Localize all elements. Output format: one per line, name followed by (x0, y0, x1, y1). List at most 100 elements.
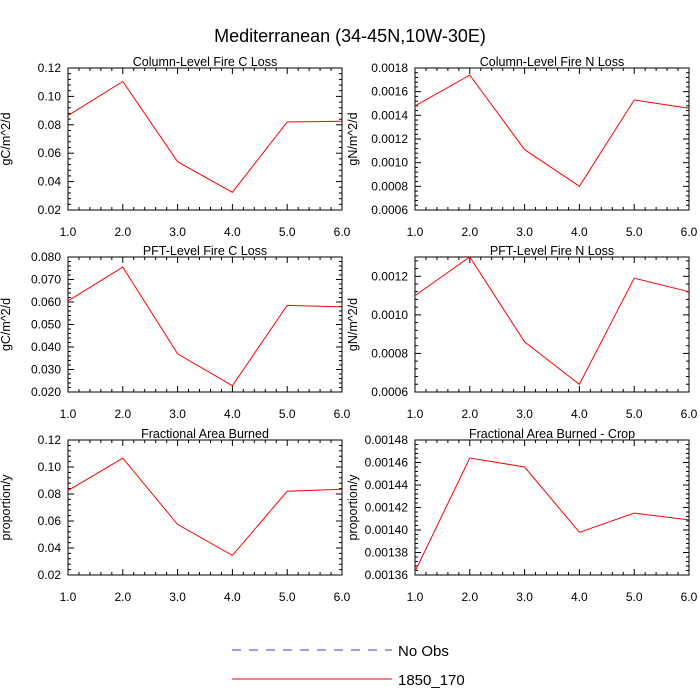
y-tick-label: 0.0012 (371, 132, 408, 146)
plot-frame (67, 256, 343, 393)
panel-title: PFT-Level Fire C Loss (143, 244, 267, 258)
y-tick-label: 0.050 (31, 318, 61, 332)
x-tick-label: 3.0 (516, 407, 533, 421)
y-tick-label: 0.0012 (371, 269, 408, 283)
y-tick-label: 0.12 (38, 61, 62, 75)
x-tick-label: 5.0 (626, 407, 643, 421)
y-axis-label: proportion/y (0, 474, 13, 541)
panels: Column-Level Fire C Loss gC/m^2/d 1.0 2.0 3.… (0, 55, 698, 604)
y-tick-label: 0.080 (31, 250, 61, 264)
series-line-1850_170 (414, 74, 690, 188)
x-tick-label: 6.0 (681, 590, 698, 604)
x-tick-label: 1.0 (60, 590, 77, 604)
series-line-1850_170 (67, 457, 343, 557)
y-tick-label: 0.0010 (371, 156, 408, 170)
y-tick-label: 0.0006 (371, 203, 408, 217)
y-axis-label: gC/m^2/d (0, 298, 13, 351)
plot-frame (67, 439, 343, 576)
x-tick-label: 6.0 (334, 590, 351, 604)
x-tick-label: 5.0 (626, 225, 643, 239)
x-tick-label: 6.0 (334, 225, 351, 239)
x-tick-label: 1.0 (60, 407, 77, 421)
plot-frame (414, 256, 690, 393)
series-line-1850_170 (414, 457, 690, 572)
y-tick-label: 0.04 (38, 541, 62, 555)
y-axis-label: gN/m^2/d (346, 112, 360, 165)
y-tick-label: 0.08 (38, 118, 62, 132)
x-tick-label: 2.0 (114, 590, 131, 604)
panel-title: Fractional Area Burned - Crop (469, 427, 635, 441)
y-tick-label: 0.060 (31, 295, 61, 309)
plot-frame (414, 439, 690, 576)
series-line-1850_170 (414, 256, 690, 386)
panel-title: Column-Level Fire C Loss (133, 55, 278, 69)
series-line-1850_170 (67, 80, 343, 193)
x-tick-label: 3.0 (516, 590, 533, 604)
y-tick-label: 0.070 (31, 273, 61, 287)
legend-label-no-obs: No Obs (398, 643, 449, 660)
chart-panel-4: PFT-Level Fire N Loss gN/m^2/d 1.0 2.0 3.0 4.… (346, 244, 698, 421)
plot-frame (414, 67, 690, 211)
x-tick-label: 3.0 (169, 407, 186, 421)
chart-panel-2: Column-Level Fire N Loss gN/m^2/d 1.0 2.0 3.… (346, 55, 698, 239)
y-tick-label: 0.10 (38, 89, 62, 103)
y-tick-label: 0.06 (38, 146, 62, 160)
y-tick-label: 0.00136 (365, 568, 409, 582)
x-tick-label: 3.0 (169, 225, 186, 239)
x-tick-label: 2.0 (461, 590, 478, 604)
y-axis-label: gC/m^2/d (0, 112, 13, 165)
y-tick-label: 0.0010 (371, 308, 408, 322)
y-tick-label: 0.02 (38, 203, 62, 217)
x-tick-label: 5.0 (279, 225, 296, 239)
x-tick-label: 6.0 (681, 407, 698, 421)
x-tick-label: 5.0 (279, 407, 296, 421)
x-tick-label: 5.0 (626, 590, 643, 604)
y-tick-label: 0.00140 (365, 523, 409, 537)
y-tick-label: 0.0006 (371, 385, 408, 399)
x-tick-label: 1.0 (407, 407, 424, 421)
panel-title: Fractional Area Burned (141, 427, 269, 441)
x-tick-label: 1.0 (60, 225, 77, 239)
y-tick-label: 0.0016 (371, 85, 408, 99)
y-axis-label: gN/m^2/d (346, 298, 360, 351)
y-tick-label: 0.0008 (371, 179, 408, 193)
y-tick-label: 0.10 (38, 460, 62, 474)
x-tick-label: 4.0 (224, 407, 241, 421)
y-axis-label: proportion/y (346, 474, 360, 541)
x-tick-label: 2.0 (114, 407, 131, 421)
legend-label-1850-170: 1850_170 (398, 672, 465, 689)
x-tick-label: 4.0 (571, 590, 588, 604)
x-tick-label: 6.0 (334, 407, 351, 421)
plot-frame (67, 67, 343, 211)
series-line-1850_170 (67, 266, 343, 387)
y-tick-label: 0.12 (38, 433, 62, 447)
x-tick-label: 4.0 (571, 407, 588, 421)
x-tick-label: 3.0 (169, 590, 186, 604)
y-tick-label: 0.00142 (365, 501, 409, 515)
y-tick-label: 0.06 (38, 514, 62, 528)
y-tick-label: 0.02 (38, 568, 62, 582)
x-tick-label: 4.0 (224, 225, 241, 239)
y-tick-label: 0.030 (31, 363, 61, 377)
y-tick-label: 0.04 (38, 175, 62, 189)
y-tick-label: 0.08 (38, 487, 62, 501)
x-tick-label: 2.0 (461, 407, 478, 421)
y-tick-label: 0.040 (31, 340, 61, 354)
y-tick-label: 0.00144 (365, 478, 409, 492)
y-tick-label: 0.00146 (365, 456, 409, 470)
x-tick-label: 5.0 (279, 590, 296, 604)
y-tick-label: 0.00138 (365, 546, 409, 560)
chart-panel-3: PFT-Level Fire C Loss gC/m^2/d 1.0 2.0 3.0 4.… (0, 244, 351, 421)
chart-panel-5: Fractional Area Burned proportion/y 1.0 2.0… (0, 427, 351, 604)
figure-title: Mediterranean (34-45N,10W-30E) (214, 26, 486, 46)
y-tick-label: 0.00148 (365, 433, 409, 447)
y-tick-label: 0.0014 (371, 108, 408, 122)
x-tick-label: 2.0 (114, 225, 131, 239)
x-tick-label: 1.0 (407, 225, 424, 239)
y-tick-label: 0.0008 (371, 346, 408, 360)
x-tick-label: 4.0 (224, 590, 241, 604)
chart-panel-1: Column-Level Fire C Loss gC/m^2/d 1.0 2.0 3.… (0, 55, 351, 239)
chart-panel-6: Fractional Area Burned - Crop proportion/… (346, 427, 698, 604)
y-tick-label: 0.020 (31, 385, 61, 399)
